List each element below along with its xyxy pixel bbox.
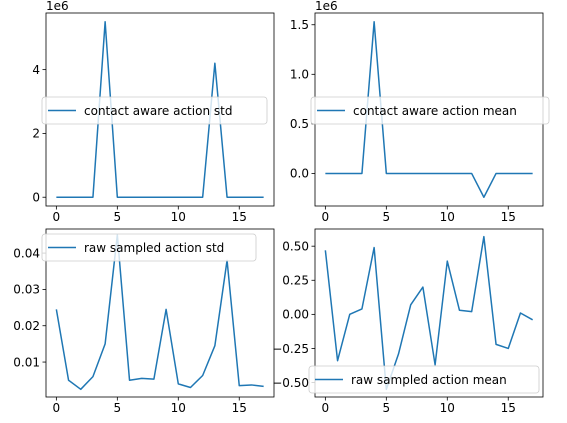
y-tick-label: 0.50 xyxy=(282,239,309,253)
x-tick-label: 5 xyxy=(383,210,391,224)
legend: contact aware action mean xyxy=(310,96,550,125)
subplot-1: 0 5 10 15 0 2 4 1e6 contact aware action std xyxy=(32,0,275,224)
legend-label: contact aware action mean xyxy=(353,104,517,118)
y-tick-label: 0.04 xyxy=(13,246,40,260)
x-tick-label: 15 xyxy=(232,401,247,415)
axes-frame xyxy=(45,228,275,398)
legend-box xyxy=(41,96,268,125)
series-line xyxy=(55,234,264,391)
legend-box xyxy=(310,96,550,125)
subplot-4: 0 5 10 15 −0.50 −0.25 0.00 0.25 0.50 raw sampled … xyxy=(272,228,544,415)
y-tick-label: 0.5 xyxy=(290,117,309,131)
y-tick-label: 0.25 xyxy=(282,274,309,288)
legend-label: contact aware action std xyxy=(84,104,232,118)
legend: raw sampled action mean xyxy=(308,365,540,394)
x-tick-label: 5 xyxy=(114,401,122,415)
y-offset-text: 1e6 xyxy=(46,0,69,13)
x-tick-label: 10 xyxy=(171,210,186,224)
y-tick-label: 1.0 xyxy=(290,68,309,82)
x-tick-label: 10 xyxy=(171,401,186,415)
y-tick-label: −0.25 xyxy=(272,342,309,356)
x-tick-label: 0 xyxy=(322,210,330,224)
axes-frame xyxy=(314,228,544,398)
x-tick-label: 5 xyxy=(383,401,391,415)
series-line xyxy=(325,21,533,198)
y-tick-label: 0.00 xyxy=(282,308,309,322)
series-line xyxy=(324,235,534,391)
legend-box xyxy=(308,365,540,394)
x-tick-label: 5 xyxy=(114,210,122,224)
y-tick-label: 2 xyxy=(32,127,40,141)
legend-label: raw sampled action mean xyxy=(351,373,507,387)
y-tick-label: 1.5 xyxy=(290,18,309,32)
subplot-3: 0 5 10 15 0.01 0.02 0.03 0.04 raw sampled action… xyxy=(13,228,275,415)
legend: raw sampled action std xyxy=(41,233,257,262)
legend: contact aware action std xyxy=(41,96,268,125)
x-tick-label: 15 xyxy=(232,210,247,224)
y-tick-label: 4 xyxy=(32,63,40,77)
x-tick-label: 0 xyxy=(53,401,61,415)
y-tick-label: 0.0 xyxy=(290,167,309,181)
y-offset-text: 1e6 xyxy=(315,0,338,13)
y-tick-label: −0.50 xyxy=(272,376,309,390)
subplot-2: 0 5 10 15 0.0 0.5 1.0 1.5 1e6 contact aware actio… xyxy=(290,0,550,224)
x-tick-label: 10 xyxy=(440,401,455,415)
x-tick-label: 15 xyxy=(501,210,516,224)
y-tick-label: 0.03 xyxy=(13,283,40,297)
series-line xyxy=(56,21,264,198)
y-tick-label: 0.02 xyxy=(13,319,40,333)
x-tick-label: 0 xyxy=(53,210,61,224)
y-tick-label: 0.01 xyxy=(13,355,40,369)
legend-box xyxy=(41,233,257,262)
y-tick-label: 0 xyxy=(32,191,40,205)
x-tick-label: 10 xyxy=(440,210,455,224)
x-tick-label: 0 xyxy=(322,401,330,415)
legend-label: raw sampled action std xyxy=(84,241,224,255)
x-tick-label: 15 xyxy=(501,401,516,415)
